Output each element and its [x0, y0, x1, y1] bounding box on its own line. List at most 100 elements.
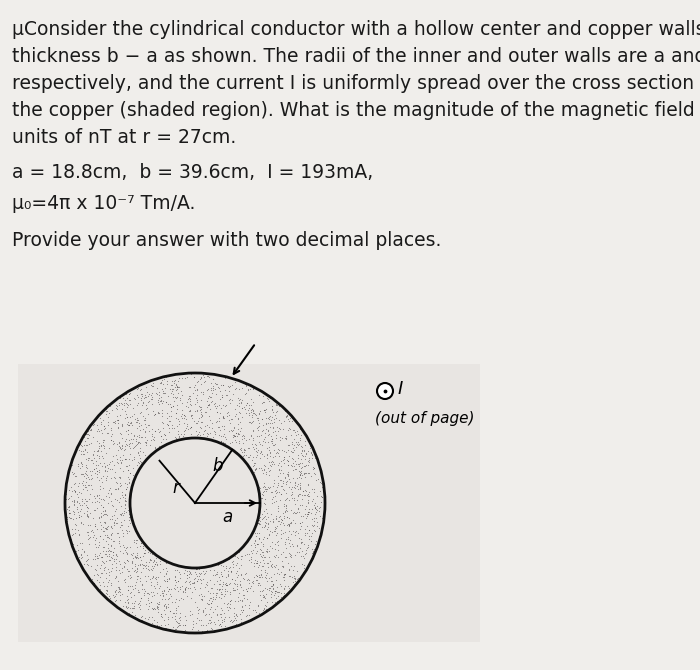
Point [291, 473, 302, 484]
Point [150, 574, 161, 584]
Point [142, 377, 153, 387]
Point [310, 536, 321, 547]
Point [293, 472, 304, 482]
Point [103, 539, 114, 549]
Point [293, 478, 304, 489]
Point [262, 463, 274, 474]
Point [297, 490, 308, 500]
Point [257, 413, 268, 424]
Point [76, 469, 88, 480]
Point [253, 482, 265, 492]
Point [286, 447, 297, 458]
Point [118, 393, 129, 403]
Point [220, 586, 231, 596]
Point [163, 427, 174, 438]
Point [116, 421, 127, 431]
Point [67, 528, 78, 539]
Point [215, 579, 226, 590]
Point [240, 381, 251, 391]
Point [238, 618, 249, 628]
Point [82, 496, 93, 507]
Point [140, 436, 151, 447]
Point [117, 450, 128, 461]
Point [215, 394, 226, 405]
Point [153, 427, 164, 438]
Point [71, 495, 83, 506]
Point [146, 587, 157, 598]
Point [290, 464, 301, 475]
Point [162, 586, 174, 596]
Point [262, 449, 273, 460]
Point [279, 458, 290, 468]
Point [296, 442, 307, 452]
Point [116, 456, 127, 467]
Point [170, 433, 181, 444]
Point [236, 600, 247, 611]
Point [125, 572, 136, 583]
Point [111, 400, 122, 411]
Point [256, 398, 267, 409]
Point [95, 572, 106, 583]
Point [216, 566, 227, 577]
Point [242, 583, 253, 594]
Point [66, 482, 77, 492]
Point [257, 547, 268, 557]
Point [267, 421, 279, 432]
Point [185, 382, 196, 393]
Point [220, 580, 232, 590]
Point [303, 503, 314, 514]
Point [105, 464, 116, 474]
Point [120, 546, 131, 557]
Point [309, 543, 320, 554]
Point [81, 549, 92, 560]
Point [225, 565, 237, 576]
Point [291, 565, 302, 576]
Point [76, 468, 87, 479]
Point [190, 566, 201, 577]
Point [158, 433, 169, 444]
Point [68, 494, 79, 505]
Point [284, 537, 295, 548]
Point [115, 427, 126, 438]
Point [220, 390, 232, 401]
Point [296, 450, 307, 460]
Point [278, 416, 289, 427]
Point [255, 590, 266, 600]
Point [215, 437, 226, 448]
Point [182, 570, 193, 580]
Point [267, 580, 279, 590]
Point [88, 570, 99, 580]
Point [284, 495, 295, 506]
Point [148, 615, 159, 626]
Point [93, 440, 104, 451]
Point [234, 417, 245, 427]
Point [248, 405, 259, 416]
Point [88, 513, 99, 523]
Point [248, 424, 259, 435]
Point [85, 479, 97, 490]
Point [69, 468, 80, 478]
Point [270, 513, 281, 523]
Point [105, 457, 116, 468]
Point [128, 565, 139, 576]
Point [96, 499, 107, 510]
Text: r: r [172, 478, 179, 496]
Point [132, 535, 143, 545]
Point [84, 538, 95, 549]
Point [275, 587, 286, 598]
Point [134, 551, 146, 562]
Point [127, 433, 139, 444]
Point [108, 536, 120, 547]
Point [195, 626, 206, 637]
Point [298, 567, 309, 578]
Point [113, 582, 125, 593]
Point [290, 436, 302, 447]
Point [199, 567, 210, 578]
Point [115, 443, 126, 454]
Point [87, 457, 98, 468]
Point [218, 424, 230, 435]
Point [254, 519, 265, 529]
Point [252, 556, 263, 567]
Point [199, 610, 210, 621]
Point [139, 547, 150, 558]
